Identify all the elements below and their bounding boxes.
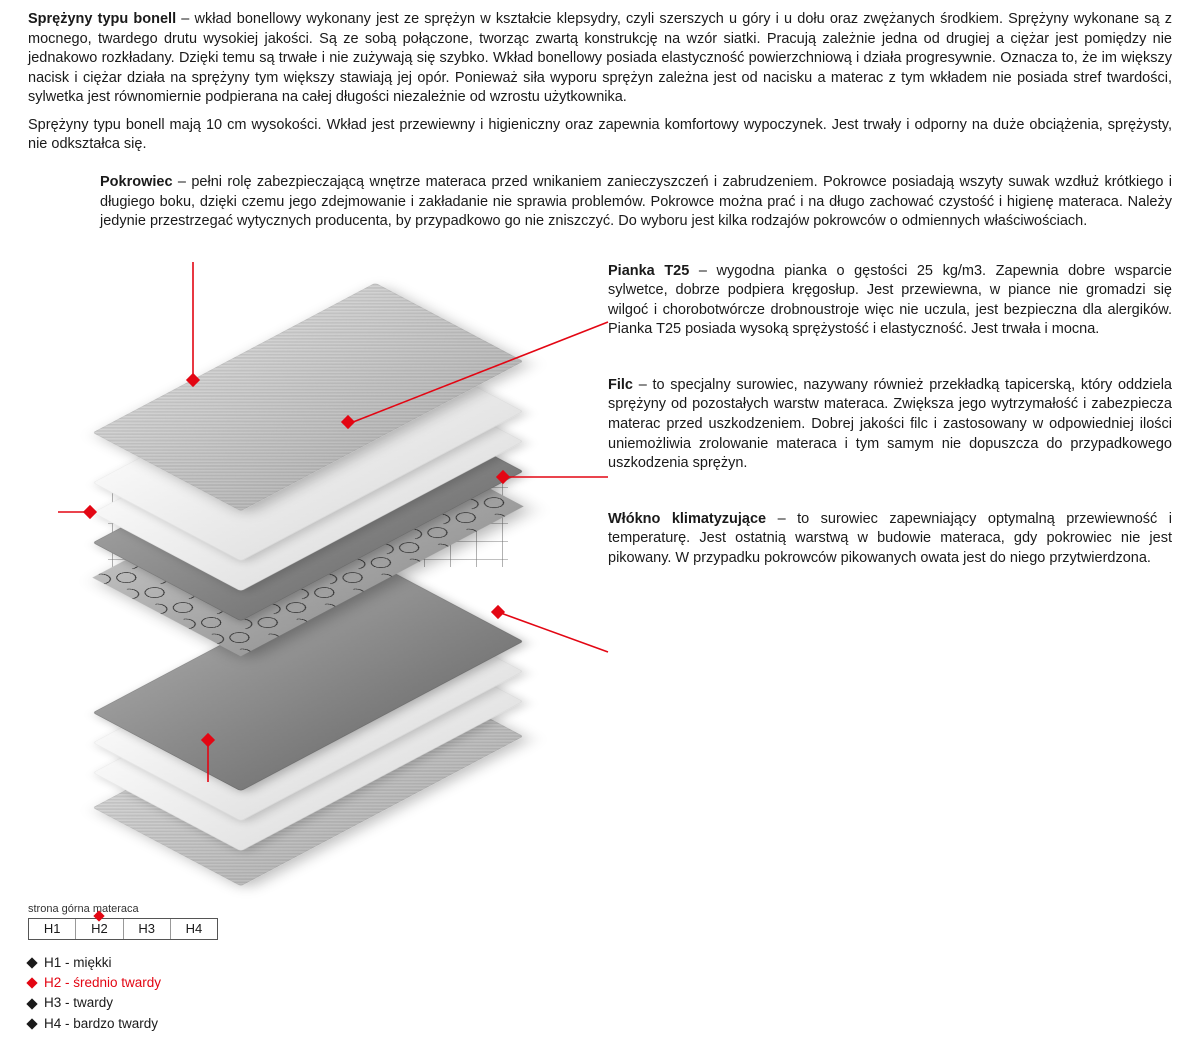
intro-lead: Sprężyny typu bonell: [28, 11, 176, 27]
legend-caption: strona górna materaca: [28, 902, 1172, 917]
legend-item-h3: H3 - twardy: [28, 994, 1172, 1012]
scale-label: H3: [138, 921, 155, 936]
scale-cell-h2: H2: [76, 919, 123, 939]
scale-cell-h3: H3: [124, 919, 171, 939]
callout-pokrowiec: Pokrowiec – pełni rolę zabezpieczającą w…: [100, 173, 1172, 232]
diagram-row: Pianka T25 – wygodna pianka o gęstości 2…: [28, 242, 1172, 822]
legend-item-text: H4 - bardzo twardy: [44, 1015, 158, 1033]
diamond-icon: [26, 978, 37, 989]
legend-item-h4: H4 - bardzo twardy: [28, 1015, 1172, 1033]
wlokno-lead: Włókno klimatyzujące: [608, 511, 766, 527]
firmness-scale: H1 H2 H3 H4: [28, 918, 218, 940]
legend-item-text: H2 - średnio twardy: [44, 974, 161, 992]
pokrowiec-text: – pełni rolę zabezpieczającą wnętrze mat…: [100, 174, 1172, 229]
filc-text: – to specjalny surowiec, nazywany równie…: [608, 377, 1172, 471]
scale-label: H2: [91, 921, 108, 936]
scale-cell-h1: H1: [29, 919, 76, 939]
firmness-list: H1 - miękki H2 - średnio twardy H3 - twa…: [28, 954, 1172, 1033]
intro-paragraph-2: Sprężyny typu bonell mają 10 cm wysokośc…: [28, 116, 1172, 155]
legend-item-text: H3 - twardy: [44, 994, 113, 1012]
filc-lead: Filc: [608, 377, 633, 393]
intro-paragraph-1: Sprężyny typu bonell – wkład bonellowy w…: [28, 10, 1172, 108]
callout-pianka: Pianka T25 – wygodna pianka o gęstości 2…: [608, 262, 1172, 340]
pianka-lead: Pianka T25: [608, 263, 689, 279]
legend-item-h1: H1 - miękki: [28, 954, 1172, 972]
scale-cell-h4: H4: [171, 919, 217, 939]
legend-item-h2: H2 - średnio twardy: [28, 974, 1172, 992]
mattress-diagram: [28, 242, 588, 822]
pianka-text: – wygodna pianka o gęstości 25 kg/m3. Za…: [608, 263, 1172, 338]
scale-label: H1: [44, 921, 61, 936]
callouts-column: Pianka T25 – wygodna pianka o gęstości 2…: [588, 242, 1172, 605]
intro-text-1: – wkład bonellowy wykonany jest ze spręż…: [28, 11, 1172, 105]
pokrowiec-lead: Pokrowiec: [100, 174, 173, 190]
leader-lines: [28, 242, 588, 802]
diamond-icon: [26, 1018, 37, 1029]
diamond-icon: [26, 957, 37, 968]
callout-wlokno: Włókno klimatyzujące – to surowiec zapew…: [608, 510, 1172, 569]
callout-filc: Filc – to specjalny surowiec, nazywany r…: [608, 376, 1172, 474]
scale-label: H4: [186, 921, 203, 936]
legend-item-text: H1 - miękki: [44, 954, 112, 972]
firmness-legend: strona górna materaca H1 H2 H3 H4 H1 - m…: [28, 902, 1172, 1033]
